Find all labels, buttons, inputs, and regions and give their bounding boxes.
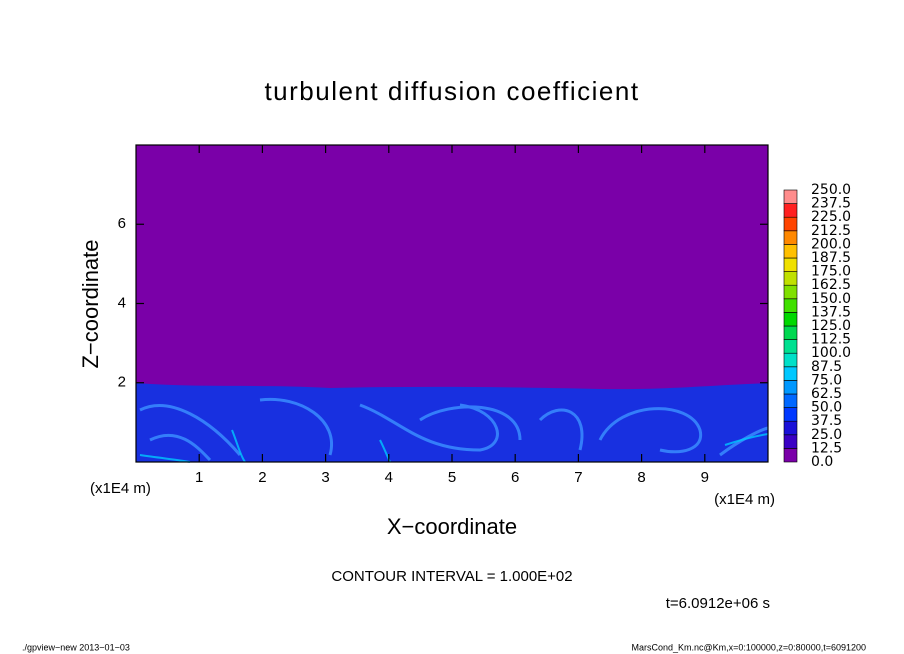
colorbar-label: 0.0 <box>811 454 833 470</box>
colorbar-box <box>783 216 798 232</box>
x-unit-right: (x1E4 m) <box>714 491 775 508</box>
x-tick-label: 7 <box>574 469 582 486</box>
x-tick-label: 6 <box>511 469 519 486</box>
colorbar-box <box>783 189 798 204</box>
x-axis-label: X−coordinate <box>387 514 517 539</box>
colorbar-label: 162.5 <box>811 277 851 293</box>
colorbar-box <box>783 448 798 463</box>
x-unit-left: (x1E4 m) <box>90 480 151 497</box>
field-eddies <box>139 397 769 462</box>
colorbar-box <box>783 407 798 422</box>
colorbar-box <box>783 230 798 245</box>
colorbar-label: 137.5 <box>811 304 851 320</box>
colorbar-box <box>783 420 798 436</box>
colorbar-label: 187.5 <box>811 250 851 266</box>
x-tick-label: 2 <box>258 469 266 486</box>
footer-left: ./gpview−new 2013−01−03 <box>22 642 130 652</box>
x-tick-label: 5 <box>448 469 456 486</box>
colorbar-label: 100.0 <box>811 345 851 361</box>
colorbar-box <box>783 203 798 218</box>
colorbar-label: 250.0 <box>811 182 851 198</box>
y-tick-label: 6 <box>118 215 126 232</box>
colorbar-box <box>783 380 798 395</box>
y-axis-label: Z−coordinate <box>78 239 103 368</box>
colorbar-label: 150.0 <box>811 291 851 307</box>
colorbar-label: 212.5 <box>811 223 851 239</box>
colorbar-label: 75.0 <box>811 372 842 388</box>
colorbar-label: 112.5 <box>811 332 851 348</box>
colorbar-box <box>783 257 798 272</box>
x-tick-label: 8 <box>637 469 645 486</box>
colorbar-box <box>783 284 798 300</box>
colorbar-box <box>783 298 798 313</box>
field-layer <box>136 383 768 462</box>
chart-title: turbulent diffusion coefficient <box>264 76 639 106</box>
time-label: t=6.0912e+06 s <box>666 595 770 612</box>
colorbar-box <box>783 366 798 381</box>
colorbar-box <box>783 393 798 408</box>
colorbar-label: 62.5 <box>811 386 842 402</box>
colorbar-label: 25.0 <box>811 427 842 443</box>
colorbar-label: 237.5 <box>811 196 851 212</box>
x-tick-label: 4 <box>385 469 393 486</box>
y-tick-label: 4 <box>118 294 126 311</box>
colorbar-label: 175.0 <box>811 264 851 280</box>
colorbar-box <box>783 325 798 340</box>
colorbar-label: 37.5 <box>811 413 842 429</box>
colorbar-box <box>783 434 798 449</box>
colorbar-box <box>783 244 798 259</box>
colorbar-label: 125.0 <box>811 318 851 334</box>
x-tick-label: 9 <box>701 469 709 486</box>
colorbar-label: 200.0 <box>811 236 851 252</box>
colorbar-box <box>783 339 798 354</box>
colorbar-label: 87.5 <box>811 359 842 375</box>
contour-interval: CONTOUR INTERVAL = 1.000E+02 <box>331 568 572 585</box>
field <box>135 144 769 463</box>
x-tick-label: 1 <box>195 469 203 486</box>
colorbar-label: 50.0 <box>811 400 842 416</box>
colorbar-box <box>783 312 798 327</box>
colorbar-box <box>783 352 798 368</box>
colorbar-label: 12.5 <box>811 440 842 456</box>
footer-right: MarsCond_Km.nc@Km,x=0:100000,z=0:80000,t… <box>631 642 866 652</box>
colorbar-box <box>783 271 798 286</box>
y-tick-label: 2 <box>118 374 126 391</box>
x-tick-label: 3 <box>321 469 329 486</box>
colorbar-label: 225.0 <box>811 209 851 225</box>
